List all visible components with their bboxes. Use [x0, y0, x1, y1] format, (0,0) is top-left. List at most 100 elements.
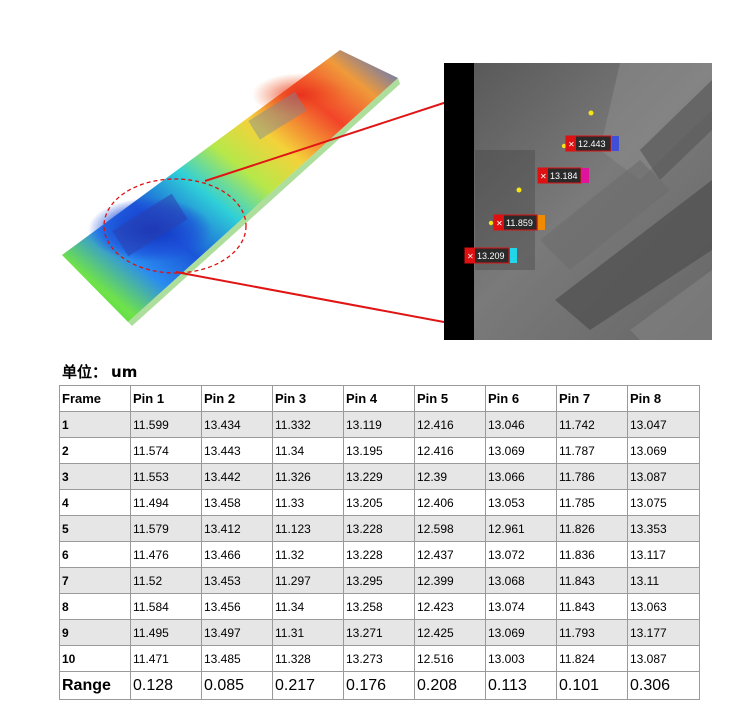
marker-value-2: 13.184: [550, 171, 578, 181]
pin-value-cell: 11.34: [272, 593, 344, 620]
table-row: 7 11.52 13.453 11.297 13.295 12.399 13.068 11.8…: [59, 567, 700, 594]
pin-value-cell: 12.598: [414, 515, 486, 542]
pin-value-cell: 12.423: [414, 593, 486, 620]
frame-number-cell: 4: [59, 489, 131, 516]
marker-tag-4: ✕ 13.209: [464, 247, 517, 264]
pin-value-cell: 13.458: [201, 489, 273, 516]
marker-color-3: [538, 215, 545, 230]
measurement-dots: [488, 110, 594, 226]
frame-number-cell: 8: [59, 593, 131, 620]
pin-value-cell: 13.117: [627, 541, 700, 568]
pin-value-cell: 11.34: [272, 437, 344, 464]
pin-value-cell: 11.52: [130, 567, 202, 594]
pin-value-cell: 13.069: [485, 437, 557, 464]
pin-value-cell: 13.069: [627, 437, 700, 464]
pin-value-cell: 13.075: [627, 489, 700, 516]
pin-value-cell: 11.495: [130, 619, 202, 646]
close-icon: ✕: [568, 140, 575, 149]
range-value-cell: 0.113: [485, 671, 557, 700]
connector-line-bottom: [175, 271, 461, 326]
pin-value-cell: 11.824: [556, 645, 628, 672]
frame-number-cell: 6: [59, 541, 131, 568]
frame-number-cell: 2: [59, 437, 131, 464]
pin-value-cell: 13.074: [485, 593, 557, 620]
column-header-pin: Pin 1: [130, 385, 202, 412]
pin-value-cell: 12.39: [414, 463, 486, 490]
pin-value-cell: 12.437: [414, 541, 486, 568]
pin-value-cell: 13.295: [343, 567, 415, 594]
unit-label-prefix: 单位：: [62, 363, 108, 381]
column-header-pin: Pin 6: [485, 385, 557, 412]
pin-value-cell: 11.843: [556, 593, 628, 620]
pin-value-cell: 13.063: [627, 593, 700, 620]
pin-value-cell: 13.003: [485, 645, 557, 672]
pin-value-cell: 12.425: [414, 619, 486, 646]
range-row: Range 0.128 0.085 0.217 0.176 0.208 0.113 0.101…: [59, 671, 700, 700]
pin-value-cell: 13.087: [627, 645, 700, 672]
pin-value-cell: 13.053: [485, 489, 557, 516]
microscope-image: [444, 63, 712, 340]
pin-value-cell: 13.456: [201, 593, 273, 620]
pin-value-cell: 13.273: [343, 645, 415, 672]
pin-value-cell: 13.046: [485, 411, 557, 438]
pin-value-cell: 11.553: [130, 463, 202, 490]
pin-value-cell: 11.742: [556, 411, 628, 438]
pin-value-cell: 12.399: [414, 567, 486, 594]
marker-value-3: 11.859: [506, 218, 533, 228]
marker-tag-3: ✕ 11.859: [493, 214, 545, 231]
pin-value-cell: 11.574: [130, 437, 202, 464]
connector-line-top: [204, 98, 457, 182]
pin-value-cell: 11.33: [272, 489, 344, 516]
table-row: 2 11.574 13.443 11.34 13.195 12.416 13.069 11.7…: [59, 437, 700, 464]
data-table: Frame Pin 1 Pin 2 Pin 3 Pin 4 Pin 5 Pin 6 Pin 7…: [59, 385, 700, 700]
range-value-cell: 0.306: [627, 671, 700, 700]
table-body: 1 11.599 13.434 11.332 13.119 12.416 13.046 11.…: [59, 411, 700, 700]
pin-value-cell: 13.258: [343, 593, 415, 620]
pin-value-cell: 13.466: [201, 541, 273, 568]
pin-value-cell: 11.32: [272, 541, 344, 568]
pin-value-cell: 11.494: [130, 489, 202, 516]
pin-value-cell: 12.516: [414, 645, 486, 672]
frame-number-cell: 7: [59, 567, 131, 594]
table-row: 4 11.494 13.458 11.33 13.205 12.406 13.053 11.7…: [59, 489, 700, 516]
range-value-cell: 0.085: [201, 671, 273, 700]
pin-value-cell: 13.087: [627, 463, 700, 490]
marker-tag-1: ✕ 12.443: [565, 135, 619, 152]
pin-value-cell: 13.228: [343, 541, 415, 568]
range-label-cell: Range: [59, 671, 131, 700]
pin-value-cell: 11.476: [130, 541, 202, 568]
pin-value-cell: 11.785: [556, 489, 628, 516]
table-row: 5 11.579 13.412 11.123 13.228 12.598 12.961 11.…: [59, 515, 700, 542]
unit-label: 单位： um: [62, 361, 141, 382]
frame-number-cell: 9: [59, 619, 131, 646]
frame-number-cell: 10: [59, 645, 131, 672]
pin-value-cell: 13.228: [343, 515, 415, 542]
pin-value-cell: 11.579: [130, 515, 202, 542]
pin-value-cell: 12.416: [414, 437, 486, 464]
pin-value-cell: 11.297: [272, 567, 344, 594]
table-row: 9 11.495 13.497 11.31 13.271 12.425 13.069 11.7…: [59, 619, 700, 646]
range-value-cell: 0.101: [556, 671, 628, 700]
pin-value-cell: 11.31: [272, 619, 344, 646]
pin-value-cell: 11.123: [272, 515, 344, 542]
table-row: 10 11.471 13.485 11.328 13.273 12.516 13.003 11…: [59, 645, 700, 672]
close-icon: ✕: [540, 172, 547, 181]
table-header-row: Frame Pin 1 Pin 2 Pin 3 Pin 4 Pin 5 Pin 6 Pin 7…: [59, 385, 700, 412]
column-header-pin: Pin 8: [627, 385, 700, 412]
marker-value-4: 13.209: [477, 251, 505, 261]
frame-number-cell: 1: [59, 411, 131, 438]
column-header-pin: Pin 5: [414, 385, 486, 412]
pin-value-cell: 11.826: [556, 515, 628, 542]
frame-number-cell: 3: [59, 463, 131, 490]
marker-value-1: 12.443: [578, 139, 606, 149]
pin-value-cell: 13.068: [485, 567, 557, 594]
pin-value-cell: 13.195: [343, 437, 415, 464]
marker-color-4: [510, 248, 517, 263]
pin-value-cell: 11.793: [556, 619, 628, 646]
pin-value-cell: 13.229: [343, 463, 415, 490]
column-header-pin: Pin 2: [201, 385, 273, 412]
pin-value-cell: 13.072: [485, 541, 557, 568]
pin-value-cell: 13.497: [201, 619, 273, 646]
figure-area: ✕ 12.443 ✕ 13.184 ✕ 11.859 ✕ 13.209: [0, 0, 734, 360]
pin-value-cell: 13.177: [627, 619, 700, 646]
